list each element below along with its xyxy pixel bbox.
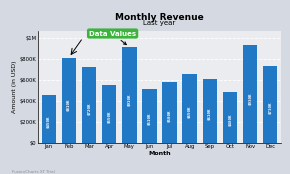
Text: $730K: $730K [268, 102, 272, 114]
Text: FusionCharts XT Trial: FusionCharts XT Trial [12, 170, 54, 174]
Bar [203, 79, 217, 143]
Text: $510K: $510K [147, 112, 151, 125]
Text: $650K: $650K [188, 106, 192, 118]
Bar [142, 89, 157, 143]
Text: $580K: $580K [168, 109, 172, 121]
Bar [162, 82, 177, 143]
Text: $610K: $610K [208, 108, 212, 120]
Bar [82, 67, 96, 143]
Bar [62, 58, 76, 143]
Y-axis label: Amount (in USD): Amount (in USD) [12, 61, 17, 113]
Text: $480K: $480K [228, 114, 232, 126]
Text: $910K: $910K [127, 93, 131, 106]
Bar [41, 95, 56, 143]
Text: $810K: $810K [67, 98, 71, 111]
Title: Monthly Revenue: Monthly Revenue [115, 13, 204, 22]
X-axis label: Month: Month [148, 151, 171, 156]
Bar [243, 45, 257, 143]
Bar [223, 92, 237, 143]
Bar [263, 66, 278, 143]
Text: $930K: $930K [248, 92, 252, 105]
Text: $450K: $450K [47, 115, 51, 128]
Text: Last year: Last year [143, 20, 176, 26]
Text: $720K: $720K [87, 102, 91, 115]
Text: Data Values: Data Values [89, 30, 136, 45]
Text: $550K: $550K [107, 110, 111, 123]
Bar [182, 74, 197, 143]
Bar [102, 85, 116, 143]
Bar [122, 47, 137, 143]
